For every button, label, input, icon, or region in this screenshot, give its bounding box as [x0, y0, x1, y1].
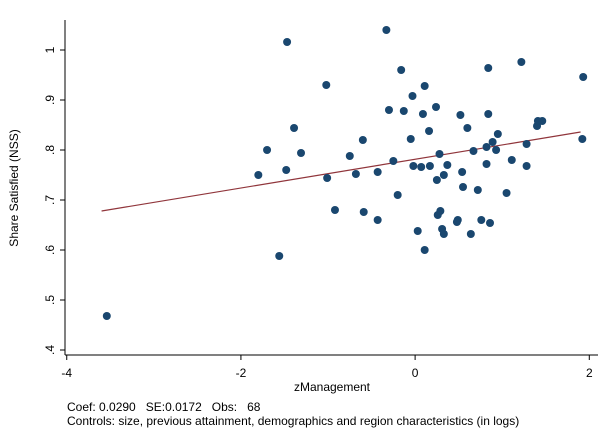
point — [406, 135, 415, 143]
x-tick-label: -4 — [61, 366, 72, 380]
point — [345, 152, 354, 160]
point — [409, 162, 418, 170]
y-tick-label: .8 — [43, 145, 57, 155]
point — [492, 146, 501, 154]
point — [330, 206, 339, 214]
point — [578, 135, 587, 143]
point — [459, 183, 468, 191]
point — [473, 186, 482, 194]
point — [358, 136, 367, 144]
point — [425, 127, 434, 135]
point — [417, 163, 426, 171]
point — [522, 162, 531, 170]
point — [290, 124, 299, 132]
point — [452, 218, 461, 226]
point — [351, 170, 360, 178]
point — [399, 107, 408, 115]
point — [456, 111, 465, 119]
point — [484, 110, 493, 118]
fit-line — [101, 131, 581, 212]
point — [507, 156, 516, 164]
x-axis-title: zManagement — [294, 380, 371, 394]
point — [263, 146, 272, 154]
point — [283, 38, 292, 46]
point — [420, 82, 429, 90]
point — [432, 176, 441, 184]
point — [477, 216, 486, 224]
point — [389, 157, 398, 165]
point — [482, 160, 491, 168]
point — [382, 26, 391, 34]
point — [482, 143, 491, 151]
point — [493, 130, 502, 138]
y-tick-label: 1 — [43, 46, 57, 53]
point — [486, 219, 495, 227]
y-axis-title: Share Satisfied (NSS) — [7, 129, 21, 246]
point — [538, 117, 547, 125]
point — [397, 66, 406, 74]
point — [484, 64, 493, 72]
note: Coef: 0.0290 SE:0.0172 Obs: 68 — [67, 400, 261, 414]
point — [425, 162, 434, 170]
point — [359, 208, 368, 216]
point — [323, 174, 332, 182]
point — [517, 58, 526, 66]
point — [408, 92, 417, 100]
point — [282, 166, 291, 174]
point — [466, 230, 475, 238]
x-tick-label: 0 — [412, 366, 419, 380]
point — [420, 246, 429, 254]
point — [439, 230, 448, 238]
point — [384, 106, 393, 114]
y-tick-label: .5 — [43, 295, 57, 305]
point — [393, 191, 402, 199]
point — [579, 73, 588, 81]
point — [435, 150, 444, 158]
y-tick-label: .4 — [43, 345, 57, 355]
point — [469, 147, 478, 155]
note: Controls: size, previous attainment, dem… — [67, 414, 519, 428]
point — [463, 124, 472, 132]
point — [418, 110, 427, 118]
point — [102, 312, 111, 320]
point — [488, 138, 497, 146]
point — [522, 140, 531, 148]
point — [439, 171, 448, 179]
point — [254, 171, 263, 179]
point — [373, 216, 382, 224]
point — [436, 207, 445, 215]
point — [502, 189, 511, 197]
point — [458, 168, 467, 176]
point — [297, 149, 306, 157]
y-tick-label: .9 — [43, 95, 57, 105]
point — [443, 161, 452, 169]
x-tick-label: -2 — [236, 366, 247, 380]
point — [432, 103, 441, 111]
y-tick-label: .7 — [43, 195, 57, 205]
x-tick-label: 2 — [586, 366, 593, 380]
point — [322, 81, 331, 89]
point — [373, 168, 382, 176]
y-tick-label: .6 — [43, 245, 57, 255]
point — [413, 227, 422, 235]
point — [275, 252, 284, 260]
